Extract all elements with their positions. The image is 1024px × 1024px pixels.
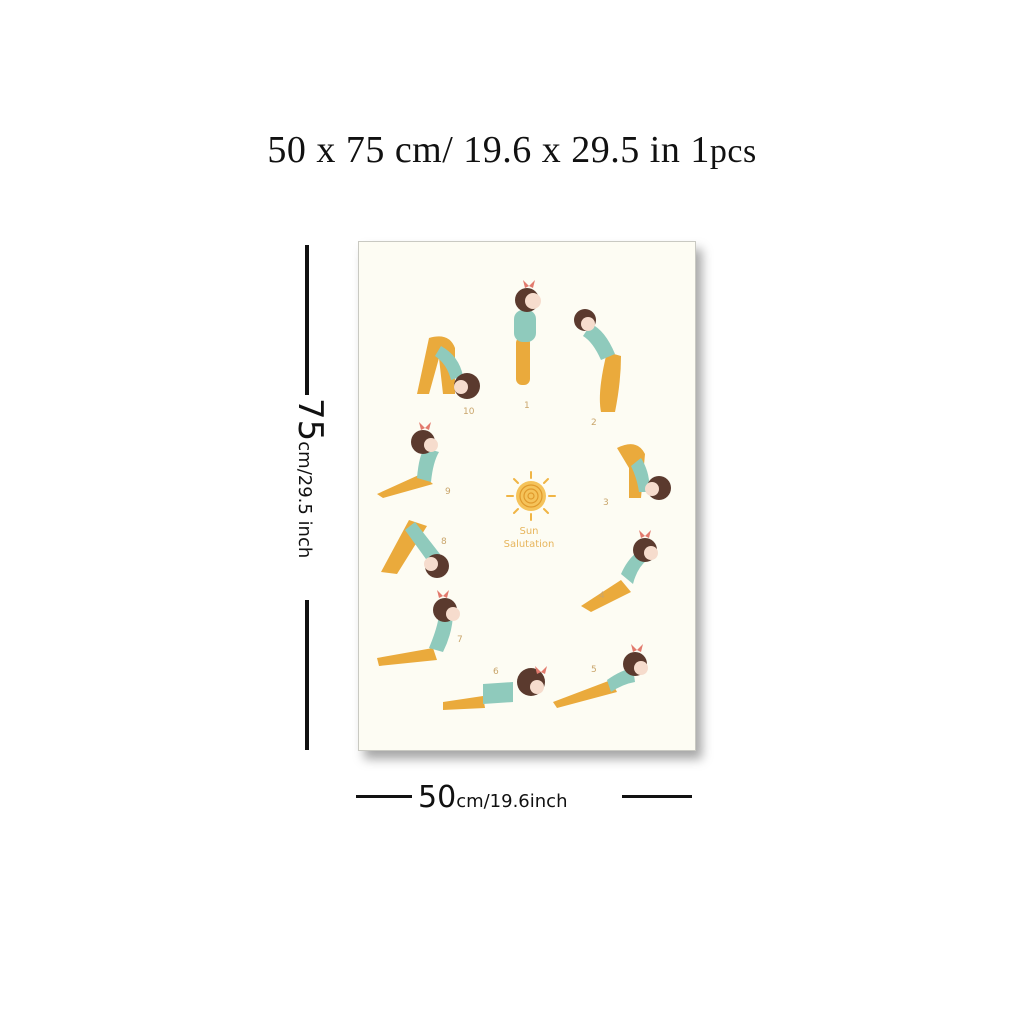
pose-figure-8: [381, 520, 449, 578]
pose-number-9: 9: [445, 487, 451, 497]
pcs-count: 1: [690, 129, 710, 171]
height-unit: cm/29.5 inch: [294, 441, 315, 559]
pose-number-5: 5: [591, 665, 597, 675]
pose-figure-1: [514, 280, 541, 385]
height-line-top: [305, 245, 309, 395]
width-value: 50: [418, 780, 457, 815]
pose-figure-7: [377, 590, 460, 666]
poster-title-line1: Sun: [519, 526, 538, 537]
pose-figure-2: [574, 309, 621, 412]
pose-number-10: 10: [463, 407, 475, 417]
width-unit: cm/19.6inch: [456, 791, 568, 812]
width-line-right: [622, 795, 692, 798]
yoga-poster: Sun Salutation 1 2 3: [358, 241, 696, 751]
pose-figure-3: [617, 444, 671, 500]
pose-figure-6: [443, 666, 547, 710]
pose-number-7: 7: [457, 635, 463, 645]
poster-illustration: Sun Salutation 1 2 3: [377, 280, 671, 710]
width-label: 50cm/19.6inch: [418, 780, 567, 815]
pose-number-3: 3: [603, 498, 609, 508]
pose-figure-5: [553, 644, 648, 708]
pose-number-2: 2: [591, 418, 597, 428]
product-size-title: 50 x 75 cm/ 19.6 x 29.5 in 1pcs: [0, 128, 1024, 172]
pose-figure-10: [417, 336, 480, 399]
pose-figure-9: [377, 422, 439, 498]
poster-title-line2: Salutation: [504, 539, 555, 550]
height-label: 75cm/29.5 inch: [290, 398, 332, 598]
height-value: 75: [290, 398, 330, 442]
height-line-bottom: [305, 600, 309, 750]
size-text: 50 x 75 cm/ 19.6 x 29.5 in: [267, 129, 681, 171]
pose-number-8: 8: [441, 537, 447, 547]
pose-number-6: 6: [493, 667, 499, 677]
pose-number-1: 1: [524, 401, 530, 411]
pcs-label: pcs: [709, 133, 757, 170]
width-line-left: [356, 795, 412, 798]
sun-icon: [506, 471, 556, 521]
pose-number-4: 4: [599, 591, 605, 601]
pose-figure-4: [581, 530, 658, 612]
